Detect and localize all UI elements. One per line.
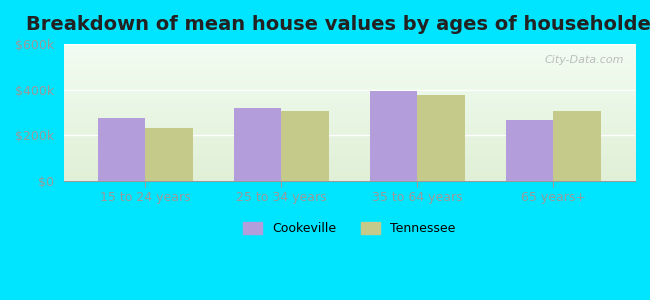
Bar: [370, 91, 417, 181]
Bar: [146, 128, 193, 181]
Bar: [98, 118, 146, 181]
Bar: [281, 111, 329, 181]
Bar: [234, 108, 281, 181]
Title: Breakdown of mean house values by ages of householders: Breakdown of mean house values by ages o…: [27, 15, 650, 34]
Bar: [417, 95, 465, 181]
Bar: [506, 120, 553, 181]
Legend: Cookeville, Tennessee: Cookeville, Tennessee: [239, 217, 460, 240]
Text: City-Data.com: City-Data.com: [544, 55, 623, 65]
Bar: [553, 111, 601, 181]
